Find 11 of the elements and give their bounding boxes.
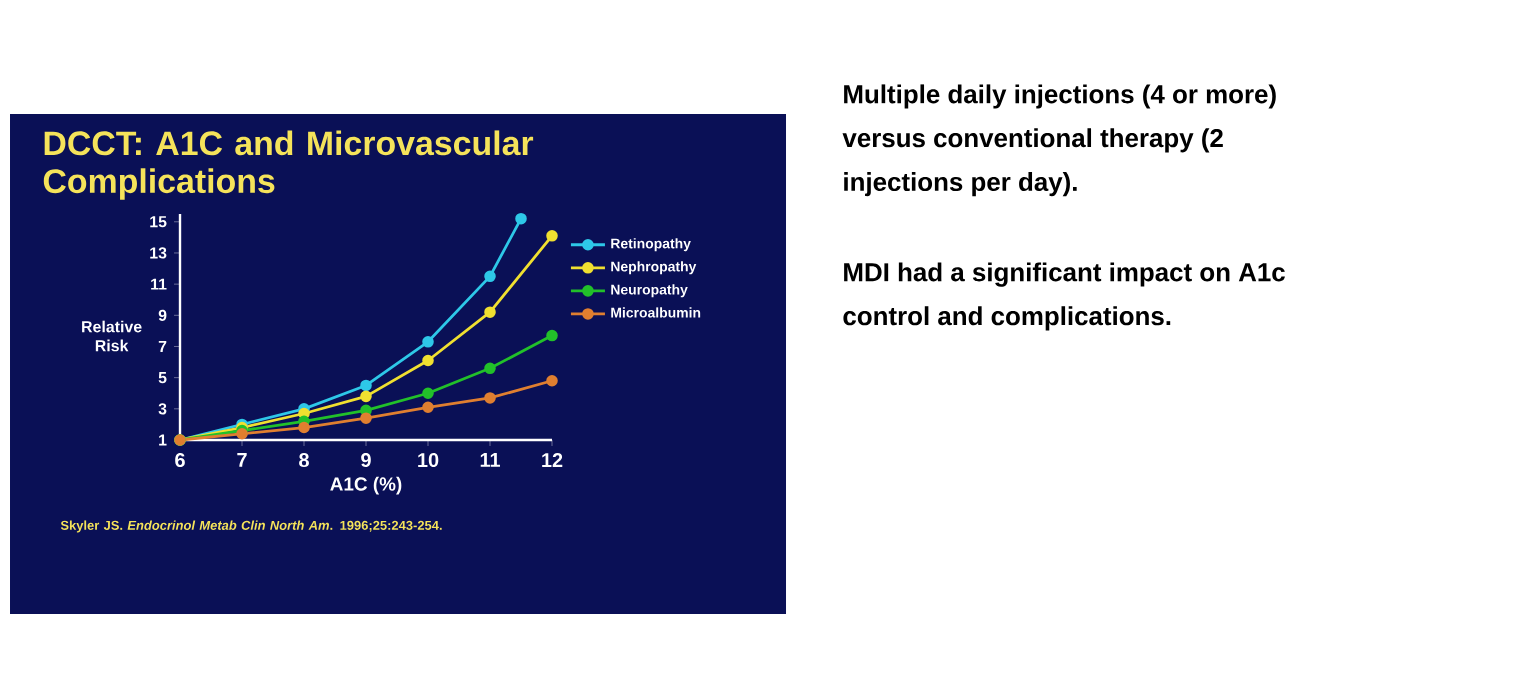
x-tick-label: 8 xyxy=(299,453,309,468)
x-tick-label: 9 xyxy=(361,453,371,468)
chart-title: DCCT: A1C and Microvascular Complications xyxy=(43,130,534,200)
text: MDI had a significant impact on A1c control and complications. xyxy=(843,262,1285,331)
x-tick-label: 6 xyxy=(175,453,185,468)
x-tick-label: 11 xyxy=(480,453,500,467)
x-tick-label: 7 xyxy=(237,453,247,467)
x-tick-label: 12 xyxy=(542,453,563,467)
x-axis-title: A1C (%) xyxy=(330,476,402,495)
x-tick-label: 10 xyxy=(418,453,439,468)
text: Multiple daily injections (4 or more) versus conventional therapy (2 injections per day). xyxy=(842,84,1276,197)
